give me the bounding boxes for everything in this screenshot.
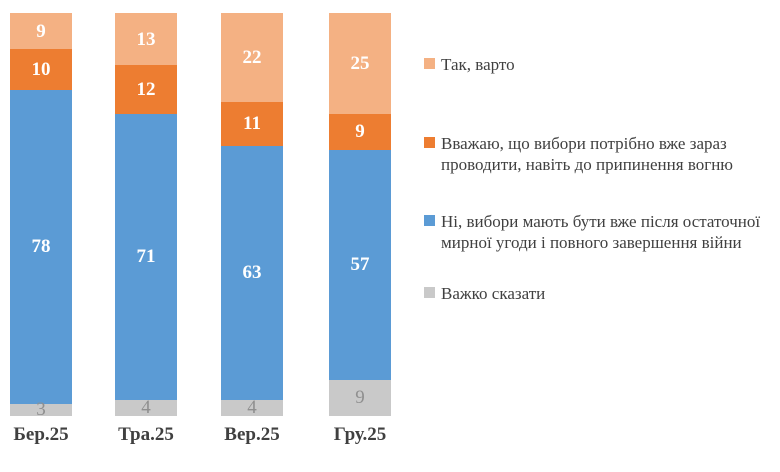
legend-item: Важко сказати xyxy=(424,283,773,304)
bar-value-label: 12 xyxy=(136,79,156,101)
bar-segment: 13 xyxy=(115,13,177,66)
plot-area: 9 10 78 3 Бер.25 13 12 71 4 Тра.25 22 11 63 4 Вер.25 25… xyxy=(10,13,391,445)
legend-item: Вважаю, що вибори потрібно вже зараз про… xyxy=(424,133,773,176)
bar-segment: 4 xyxy=(115,397,177,419)
legend-swatch xyxy=(424,287,435,298)
legend-label: Так, варто xyxy=(441,55,515,74)
bar-value-label: 9 xyxy=(36,20,46,42)
bar-value-label: 22 xyxy=(242,46,262,68)
bar-value-label: 71 xyxy=(136,246,156,268)
category-label: Вер.25 xyxy=(224,424,280,445)
category-label: Гру.25 xyxy=(333,424,387,445)
legend-label: Ні, вибори мають бути вже після остаточн… xyxy=(441,212,761,253)
category-label: Бер.25 xyxy=(13,424,69,445)
legend-swatch xyxy=(424,215,435,226)
bar-segment: 25 xyxy=(329,13,391,114)
bar-segment: 57 xyxy=(329,150,391,380)
bar-segment: 4 xyxy=(221,397,283,419)
bar-segment: 11 xyxy=(221,101,283,146)
bar-value-label: 63 xyxy=(242,262,262,284)
legend-label: Вважаю, що вибори потрібно вже зараз про… xyxy=(441,134,733,175)
bar-value-label: 13 xyxy=(136,28,156,50)
bar-value-label: 3 xyxy=(36,399,46,421)
bar-column: 9 10 78 3 xyxy=(10,13,72,419)
legend-item: Так, варто xyxy=(424,54,773,75)
bar-segment: 12 xyxy=(115,65,177,114)
category-label: Тра.25 xyxy=(118,424,174,445)
bar-value-label: 78 xyxy=(31,236,51,258)
bar-value-label: 4 xyxy=(141,397,151,419)
bar-column: 22 11 63 4 xyxy=(221,13,283,419)
bar-segment: 3 xyxy=(10,400,72,419)
bar-segment: 78 xyxy=(10,89,72,404)
legend-label: Важко сказати xyxy=(441,284,546,303)
legend-swatch xyxy=(424,58,435,69)
legend: Так, варто Вважаю, що вибори потрібно вж… xyxy=(424,0,778,472)
bar-segment: 71 xyxy=(115,113,177,400)
legend-swatch xyxy=(424,137,435,148)
legend-item: Ні, вибори мають бути вже після остаточн… xyxy=(424,211,773,254)
bar-segment: 9 xyxy=(10,13,72,50)
bar-value-label: 9 xyxy=(355,387,365,409)
bar-segment: 63 xyxy=(221,145,283,400)
bar-value-label: 25 xyxy=(350,52,370,74)
bar-segment: 9 xyxy=(329,113,391,151)
bar-value-label: 11 xyxy=(243,113,261,135)
bar-value-label: 57 xyxy=(350,254,370,276)
bar-value-label: 4 xyxy=(247,397,257,419)
bar-column: 25 9 57 9 xyxy=(329,13,391,416)
bar-value-label: 9 xyxy=(355,121,365,143)
bar-column: 13 12 71 4 xyxy=(115,13,177,419)
bar-segment: 10 xyxy=(10,49,72,90)
bar-segment: 9 xyxy=(329,379,391,416)
bar-value-label: 10 xyxy=(31,58,51,80)
bar-segment: 22 xyxy=(221,13,283,102)
